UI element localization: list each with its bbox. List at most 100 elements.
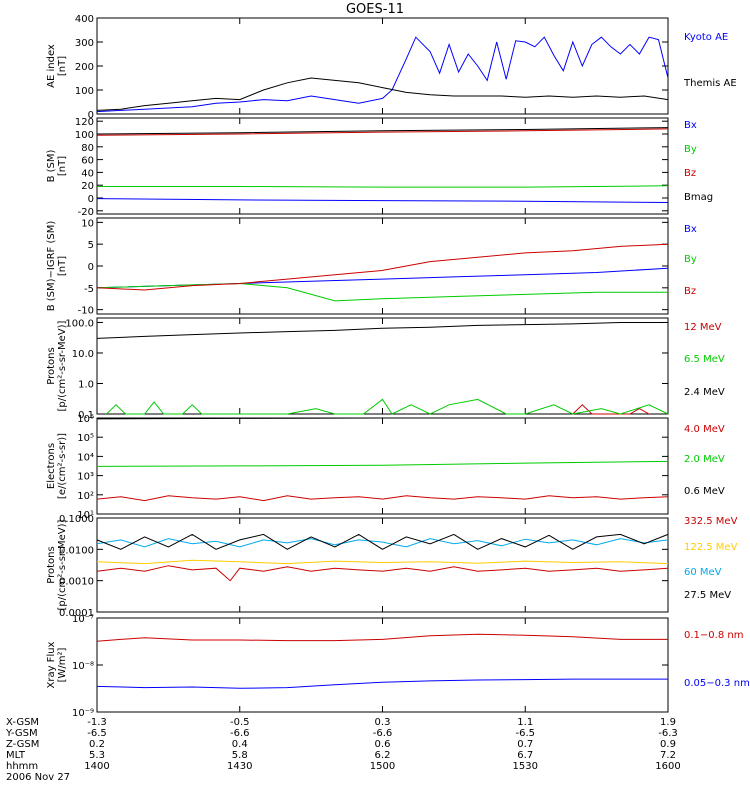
- legend-entry: 4.0 MeV: [684, 424, 725, 435]
- footer-value: 1500: [370, 761, 395, 772]
- footer-row-label: X-GSM: [6, 717, 39, 728]
- footer-row-label: Y-GSM: [5, 728, 38, 739]
- series-line-bz: [96, 243, 669, 291]
- y-tick-label: -20: [78, 207, 94, 218]
- chart-title: GOES-11: [345, 2, 404, 17]
- footer-value: 5.8: [232, 750, 248, 761]
- series-line-bmag: [96, 127, 669, 135]
- series-line-by: [96, 282, 668, 302]
- footer-value: 5.3: [89, 750, 105, 761]
- y-tick-label: 80: [81, 143, 94, 154]
- footer-value: 0.3: [375, 717, 391, 728]
- legend-entry: By: [684, 254, 697, 265]
- panel-6: 0.1000 0.0100 0.0010 0.0001 Protons [p/(cm²-s…: [46, 514, 738, 619]
- footer-value: -6.6: [230, 728, 250, 739]
- y-axis-label: [p/(cm²-s-sr-MeV)]: [57, 519, 68, 610]
- series-line-60-mev: [96, 538, 669, 548]
- y-tick-label: 0.1: [78, 410, 94, 421]
- series-line-4-0-mev: [96, 495, 669, 502]
- y-axis-label: Xray Flux: [46, 641, 57, 688]
- series-line-2-4-mev: [96, 322, 668, 339]
- y-tick-label: 60: [81, 156, 94, 167]
- y-tick-label: 10⁻⁹: [72, 708, 94, 719]
- panel-frame: [96, 517, 669, 613]
- legend-entry: Bx: [684, 120, 697, 131]
- y-tick-label: -10: [78, 306, 94, 317]
- y-tick-label: 0: [88, 262, 94, 273]
- y-tick-label: 10⁻⁷: [72, 614, 94, 625]
- legend-entry: Themis AE: [683, 78, 737, 89]
- panel-7: 10⁻⁷ 10⁻⁸ 10⁻⁹ Xray Flux [W/m²] 0.1−0.8 nm 0.0…: [46, 614, 750, 719]
- y-tick-label: 0.0100: [59, 545, 94, 556]
- y-axis-label: AE index: [46, 44, 57, 88]
- panel-1: 400 300 200 100 0 AE index [nT] Kyoto AE Themis …: [46, 14, 737, 121]
- y-tick-label: 0.0001: [59, 608, 94, 619]
- footer-value: -6.3: [658, 728, 678, 739]
- footer-value: 1530: [513, 761, 538, 772]
- footer-value: 6.7: [517, 750, 533, 761]
- y-axis-label: [nT]: [57, 256, 68, 276]
- y-tick-label: 10¹: [77, 510, 94, 521]
- legend-entry: 12 MeV: [684, 322, 722, 333]
- legend-entry: Kyoto AE: [684, 32, 728, 43]
- y-tick-label: 40: [81, 168, 94, 179]
- legend-entry: 332.5 MeV: [684, 516, 738, 527]
- footer-value: -0.5: [230, 717, 250, 728]
- y-axis-label: [nT]: [57, 156, 68, 176]
- series-line-0-1-0-8-nm: [96, 633, 668, 642]
- footer-value: 7.2: [660, 750, 676, 761]
- footer-value: 0.6: [375, 739, 391, 750]
- footer-value: 6.2: [375, 750, 391, 761]
- legend-entry: 60 MeV: [684, 567, 722, 578]
- legend-entry: 0.05−0.3 nm: [684, 678, 750, 689]
- footer-row-label: Z-GSM: [6, 739, 39, 750]
- y-axis-label: [nT]: [57, 56, 68, 76]
- date-label: 2006 Nov 27: [6, 772, 70, 783]
- y-tick-label: 10⁵: [77, 433, 94, 444]
- y-tick-label: 10⁶: [77, 414, 94, 425]
- series-line-by: [97, 185, 669, 188]
- y-tick-label: 100: [75, 86, 94, 97]
- series-line-27-5-mev: [96, 533, 669, 550]
- y-tick-label: 100.0: [65, 318, 94, 329]
- y-tick-label: 400: [75, 14, 94, 25]
- y-axis-label: B (SM)−IGRF (SM): [46, 221, 57, 312]
- footer-value: 0.9: [660, 739, 676, 750]
- y-axis-label: B (SM): [46, 149, 57, 182]
- y-tick-label: 0: [88, 110, 94, 121]
- series-line-2-0-mev: [96, 460, 669, 467]
- footer-value: 1.1: [517, 717, 533, 728]
- panel-frame: [96, 617, 669, 713]
- y-tick-label: 10²: [77, 491, 94, 502]
- y-tick-label: 300: [75, 38, 94, 49]
- y-tick-label: 10: [81, 218, 94, 229]
- y-axis-label: [p/(cm²-s-sr-MeV)]: [57, 320, 68, 411]
- y-tick-label: 10³: [77, 472, 94, 483]
- y-tick-label: 100: [75, 130, 94, 141]
- footer-value: 0.7: [517, 739, 533, 750]
- legend-entry: 0.1−0.8 nm: [684, 630, 743, 641]
- y-axis-label: [W/m²]: [57, 647, 68, 682]
- series-line-0-6-mev: [96, 417, 668, 420]
- legend-entry: 0.6 MeV: [684, 486, 725, 497]
- y-tick-label: 5: [88, 240, 94, 251]
- legend-entry: 6.5 MeV: [684, 354, 725, 365]
- footer-value: 1400: [84, 761, 109, 772]
- series-line-122-5-mev: [96, 559, 669, 565]
- y-tick-label: 120: [75, 117, 94, 128]
- y-tick-label: 10.0: [72, 349, 94, 360]
- y-tick-label: 10⁻⁸: [72, 661, 94, 672]
- footer-value: -6.6: [373, 728, 393, 739]
- y-tick-label: 200: [75, 62, 94, 73]
- y-tick-label: 0.1000: [59, 514, 94, 525]
- series-line-332-5-mev: [96, 565, 669, 582]
- series-line-themis-ae: [96, 77, 669, 111]
- footer-value: 0.4: [232, 739, 248, 750]
- legend-entry: 27.5 MeV: [684, 590, 731, 601]
- series-line-0-05-0-3-nm: [96, 678, 668, 689]
- legend-entry: 2.0 MeV: [684, 454, 725, 465]
- footer-value: -1.3: [87, 717, 107, 728]
- orbit-footer: X-GSM -1.3 -0.5 0.3 1.1 1.9 Y-GSM -6.5 -6.6 -6.6 -…: [5, 717, 681, 783]
